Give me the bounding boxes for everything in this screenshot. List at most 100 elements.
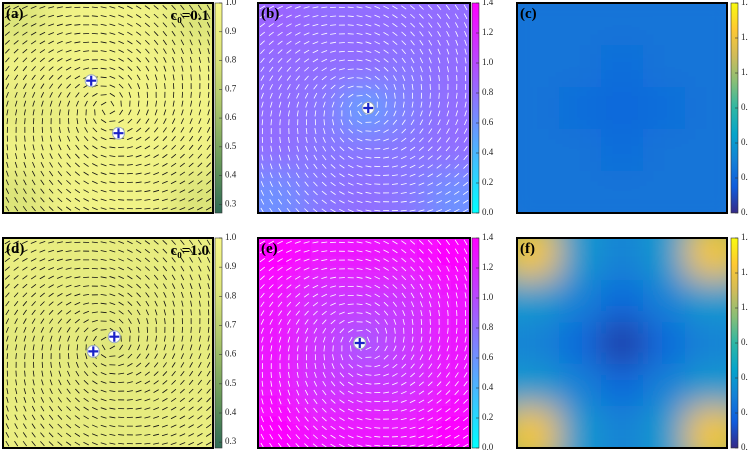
director xyxy=(356,435,363,439)
director xyxy=(295,293,301,298)
director xyxy=(418,435,425,439)
director xyxy=(268,14,275,19)
director xyxy=(109,293,116,297)
director xyxy=(312,310,318,316)
colorbar-tick-label: 0.0 xyxy=(482,442,494,452)
director xyxy=(261,389,264,396)
director xyxy=(428,266,433,272)
director xyxy=(162,380,168,385)
director xyxy=(180,362,185,368)
director xyxy=(436,13,442,19)
heatmap xyxy=(258,3,470,213)
colorbar-tick-label: 0.8 xyxy=(225,55,237,65)
director xyxy=(207,91,210,98)
cell xyxy=(3,3,46,46)
director xyxy=(118,442,125,445)
director xyxy=(365,139,372,141)
director xyxy=(75,370,80,377)
director xyxy=(23,396,27,403)
director xyxy=(189,30,193,37)
director xyxy=(303,58,310,63)
cell xyxy=(385,171,429,213)
director xyxy=(15,118,17,125)
director xyxy=(56,241,63,244)
director xyxy=(338,294,345,297)
director xyxy=(278,92,282,99)
colorbar-tick-label: 0.5 xyxy=(225,378,237,388)
director xyxy=(340,336,344,343)
director xyxy=(49,379,53,386)
director xyxy=(454,155,460,161)
director xyxy=(58,92,62,98)
director xyxy=(436,209,443,213)
cell xyxy=(129,364,172,407)
director xyxy=(392,249,398,254)
director xyxy=(170,442,177,445)
cell xyxy=(87,3,130,46)
panel: (e)0.00.20.40.60.81.01.21.4 xyxy=(257,232,494,452)
director xyxy=(109,407,116,410)
cell xyxy=(300,406,344,448)
director xyxy=(330,285,337,288)
director xyxy=(304,416,309,422)
director xyxy=(5,197,10,203)
director xyxy=(199,326,201,333)
director xyxy=(109,6,116,9)
director xyxy=(14,100,18,107)
director xyxy=(383,58,389,63)
director xyxy=(463,155,468,161)
director xyxy=(39,249,46,253)
director xyxy=(400,381,407,386)
director xyxy=(91,6,98,9)
director xyxy=(40,441,45,447)
director xyxy=(268,40,274,46)
director xyxy=(40,188,45,194)
director xyxy=(57,75,63,80)
director xyxy=(23,100,27,107)
director xyxy=(207,274,210,281)
director xyxy=(57,406,63,412)
director xyxy=(365,294,372,297)
director xyxy=(198,48,202,55)
director xyxy=(464,345,467,352)
director xyxy=(338,76,345,80)
director xyxy=(179,189,186,193)
director xyxy=(454,390,460,396)
director xyxy=(76,109,79,116)
director xyxy=(339,137,345,143)
cell xyxy=(517,238,560,281)
director xyxy=(162,163,168,167)
director xyxy=(109,267,116,270)
director xyxy=(65,284,72,288)
director xyxy=(171,274,176,281)
director xyxy=(127,258,133,262)
director xyxy=(445,200,451,204)
director xyxy=(74,406,80,411)
director xyxy=(321,58,328,63)
director xyxy=(14,440,19,447)
director xyxy=(100,267,107,270)
director xyxy=(393,110,397,117)
director xyxy=(109,310,116,314)
director xyxy=(314,371,317,378)
director xyxy=(420,83,423,90)
director xyxy=(4,5,11,10)
director xyxy=(464,283,467,290)
director xyxy=(48,284,54,288)
director xyxy=(197,397,203,403)
director xyxy=(100,241,107,244)
director xyxy=(454,372,459,378)
director xyxy=(365,147,372,150)
director xyxy=(109,23,116,27)
director xyxy=(428,283,432,290)
director xyxy=(392,292,398,298)
director xyxy=(411,101,414,108)
director xyxy=(109,372,116,375)
director xyxy=(356,417,363,421)
director xyxy=(162,136,168,142)
cell xyxy=(601,171,644,213)
director xyxy=(100,15,107,18)
director xyxy=(321,319,327,325)
director xyxy=(48,258,55,262)
director xyxy=(154,283,159,289)
